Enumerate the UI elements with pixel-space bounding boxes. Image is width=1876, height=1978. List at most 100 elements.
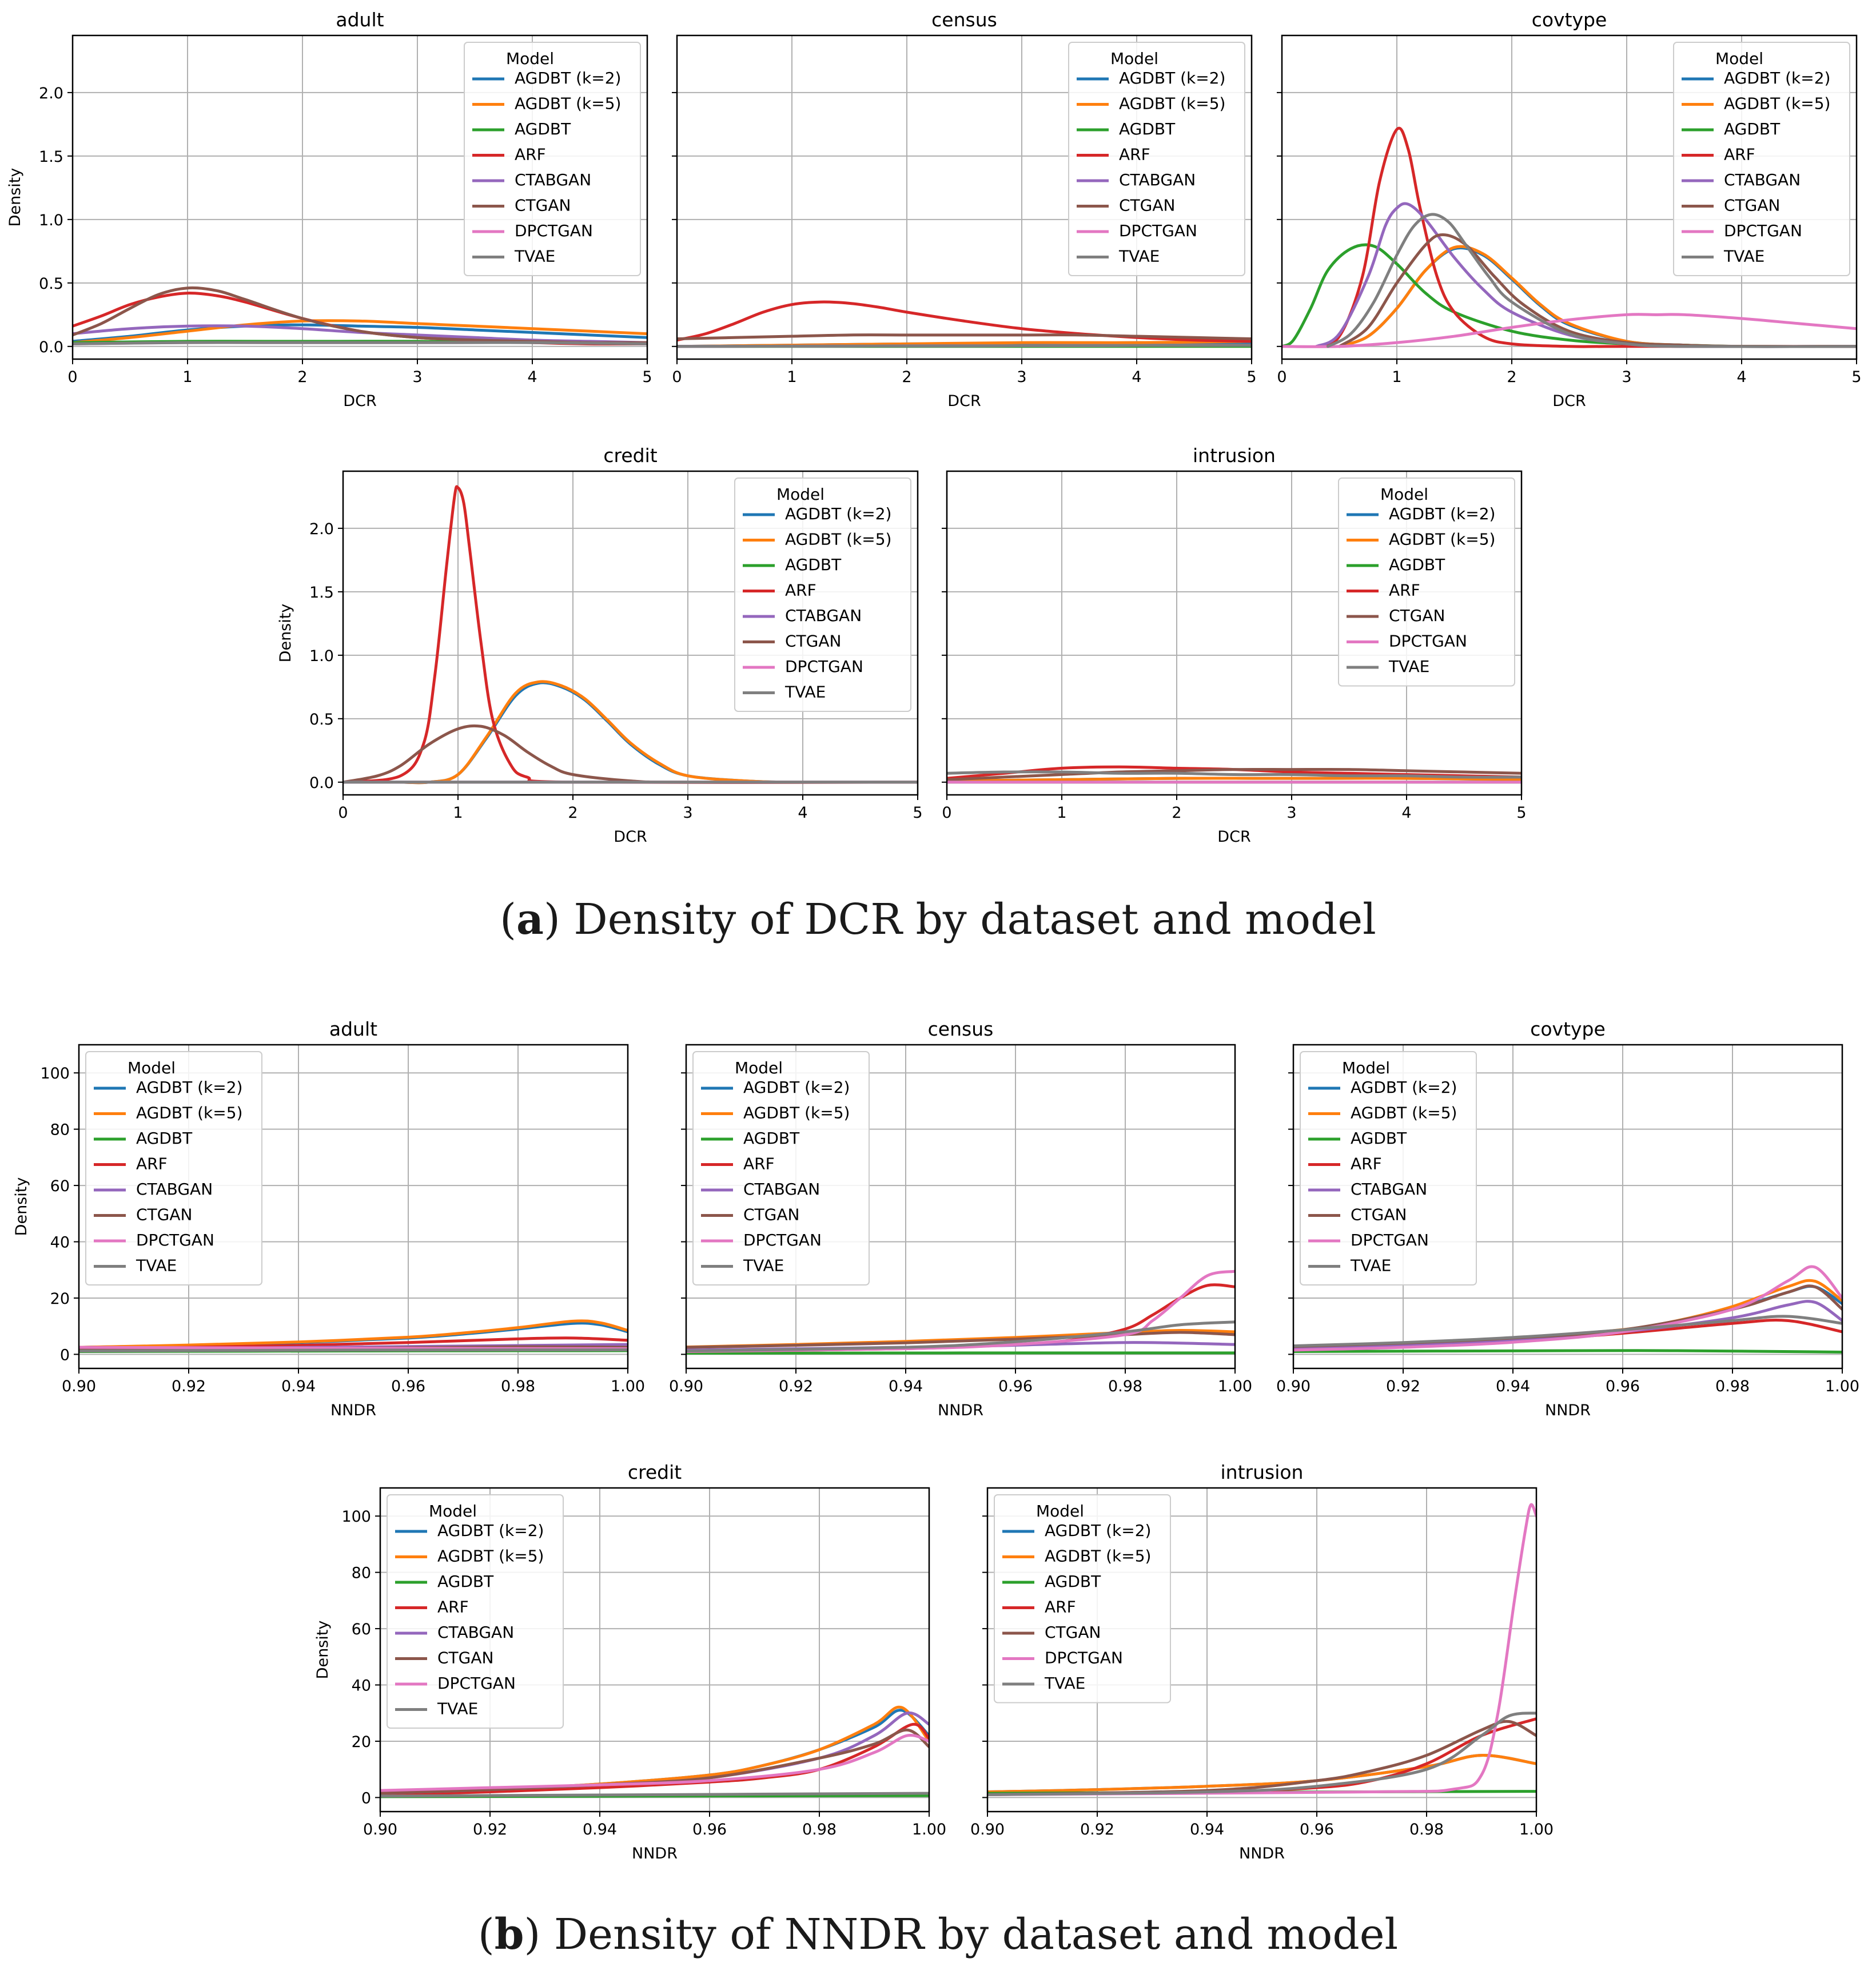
x-tick-label: 3 <box>412 368 422 386</box>
y-axis-label: Density <box>314 1621 332 1679</box>
legend-label: ARF <box>1724 145 1755 164</box>
series-line-tvae <box>686 1320 1235 1352</box>
series-line-arf <box>73 292 647 346</box>
legend-label: AGDBT <box>136 1129 193 1148</box>
x-tick-label: 0.96 <box>998 1378 1033 1395</box>
legend-box <box>1338 477 1515 687</box>
legend-label: AGDBT (k=2) <box>743 1078 850 1097</box>
legend-box <box>1068 42 1245 276</box>
series-group <box>1282 126 1857 348</box>
y-tick-label: 0.0 <box>39 339 63 356</box>
y-tick-label: 1.5 <box>39 148 63 166</box>
caption-a-text: Density of DCR by dataset and model <box>573 895 1376 944</box>
legend-box <box>1300 1051 1477 1285</box>
legend-title: Model <box>1380 485 1428 504</box>
legend-label: TVAE <box>1388 657 1429 676</box>
x-tick-label: 1.00 <box>912 1821 946 1838</box>
legend-label: AGDBT (k=5) <box>1351 1104 1457 1123</box>
panel-title: credit <box>628 1461 682 1483</box>
y-tick-label: 1.0 <box>39 212 63 229</box>
series-line-agdbt-k-5- <box>79 1319 628 1349</box>
legend-label: AGDBT (k=2) <box>1045 1521 1151 1540</box>
legend-title: Model <box>1715 49 1763 68</box>
series-group <box>380 1705 929 1798</box>
legend-label: CTABGAN <box>437 1623 514 1642</box>
legend-label: CTGAN <box>515 196 571 215</box>
series-line-ctgan <box>947 767 1521 781</box>
x-axis-label: NNDR <box>1545 1402 1591 1419</box>
legend-label: AGDBT <box>1045 1572 1101 1591</box>
legend-title: Model <box>1036 1502 1084 1521</box>
series-line-agdbt-k-5- <box>947 777 1521 783</box>
legend-label: CTGAN <box>1724 196 1780 215</box>
legend-label: CTABGAN <box>1351 1180 1427 1199</box>
x-tick-label: 5 <box>1246 368 1256 386</box>
series-line-dpctgan <box>1282 313 1857 348</box>
legend-label: DPCTGAN <box>515 221 593 240</box>
legend-label: CTGAN <box>136 1205 192 1224</box>
legend-label: TVAE <box>437 1700 478 1718</box>
chart-panel-b-credit: 0.90 0.92 0.94 0.96 0.98 1.00 0 20 40 60 80 100 cred… <box>314 1461 946 1862</box>
legend-box <box>464 42 641 276</box>
x-tick-label: 3 <box>1622 368 1631 386</box>
panel-title: intrusion <box>1193 444 1276 467</box>
legend-label: ARF <box>437 1598 469 1617</box>
legend-label: CTABGAN <box>743 1180 820 1199</box>
legend-label: DPCTGAN <box>437 1674 516 1693</box>
legend-label: AGDBT <box>1351 1129 1407 1148</box>
series-group <box>686 1269 1235 1355</box>
series-line-tvae <box>947 770 1521 779</box>
x-tick-label: 0.98 <box>1409 1821 1444 1838</box>
x-tick-label: 3 <box>1286 804 1296 822</box>
x-tick-label: 4 <box>1132 368 1141 386</box>
y-tick-label: 20 <box>50 1290 70 1308</box>
x-tick-label: 0.90 <box>970 1821 1005 1838</box>
x-axis-label: DCR <box>1217 828 1250 846</box>
series-line-ctgan <box>343 724 918 784</box>
series-line-agdbt-k-5- <box>73 319 647 344</box>
legend-label: DPCTGAN <box>1389 632 1467 651</box>
y-tick-label: 1.0 <box>309 647 334 665</box>
x-tick-label: 5 <box>1851 368 1861 386</box>
legend-label: TVAE <box>1044 1674 1085 1693</box>
legend-label: CTABGAN <box>1724 170 1801 189</box>
y-axis-label: Density <box>277 604 294 663</box>
x-tick-label: 0.96 <box>692 1821 727 1838</box>
legend-label: AGDBT <box>743 1129 800 1148</box>
series-line-tvae <box>1326 213 1857 348</box>
legend-label: ARF <box>1119 145 1150 164</box>
legend-label: AGDBT (k=2) <box>785 504 891 523</box>
legend-label: AGDBT (k=5) <box>785 530 891 549</box>
x-tick-label: 0.98 <box>802 1821 837 1838</box>
x-tick-label: 0.90 <box>669 1378 703 1395</box>
legend-title: Model <box>1342 1058 1390 1077</box>
y-tick-label: 40 <box>50 1234 70 1252</box>
legend-box <box>994 1494 1171 1704</box>
legend-label: CTGAN <box>785 632 841 651</box>
plot-frame <box>685 1044 1236 1370</box>
legend-label: ARF <box>1351 1155 1382 1173</box>
legend-label: CTGAN <box>1119 196 1175 215</box>
x-tick-label: 0.92 <box>1080 1821 1114 1838</box>
legend-label: TVAE <box>1350 1256 1391 1275</box>
legend-label: ARF <box>743 1155 775 1173</box>
legend-label: CTABGAN <box>1119 170 1196 189</box>
legend-label: AGDBT <box>1389 555 1445 574</box>
x-axis-label: NNDR <box>632 1845 678 1862</box>
x-tick-label: 0.92 <box>172 1378 206 1395</box>
legend-label: CTGAN <box>1389 606 1445 625</box>
y-tick-label: 0.5 <box>309 711 334 729</box>
series-group <box>79 1319 628 1353</box>
plot-frame <box>676 34 1253 360</box>
chart-panel-b-intrusion: 0.90 0.92 0.94 0.96 0.98 1.00 intrusion NNDR Mod… <box>970 1461 1554 1862</box>
panel-title: adult <box>329 1018 377 1040</box>
chart-panel-b-covtype: 0.90 0.92 0.94 0.96 0.98 1.00 covtype NNDR Model… <box>1276 1018 1859 1419</box>
y-tick-label: 80 <box>352 1565 371 1582</box>
plot-frame <box>986 1487 1538 1813</box>
